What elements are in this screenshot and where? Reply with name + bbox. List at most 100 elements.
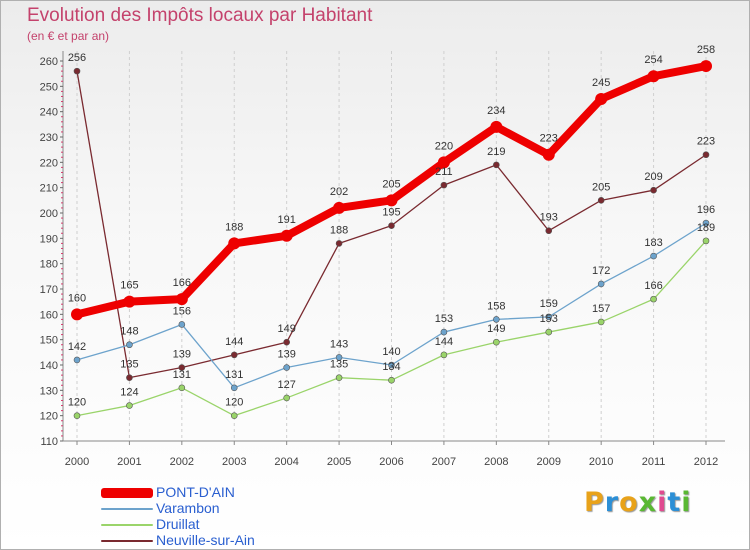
x-tick-label: 2010: [589, 456, 613, 468]
y-tick-label: 120: [40, 411, 58, 423]
legend-label: PONT-D'AIN: [156, 484, 235, 500]
logo-letter: o: [619, 487, 639, 518]
data-point: [335, 374, 343, 381]
data-label: 142: [68, 341, 86, 353]
y-tick-label: 200: [40, 208, 58, 220]
x-tick-label: 2006: [379, 456, 403, 468]
data-point: [545, 227, 553, 235]
data-label: 165: [120, 280, 138, 292]
data-point: [385, 194, 398, 207]
logo-letter: x: [638, 487, 658, 518]
data-label: 245: [592, 77, 610, 89]
chart-subtitle: (en € et par an): [27, 29, 110, 43]
data-label: 256: [68, 52, 86, 64]
legend-swatch: [101, 508, 153, 510]
data-point: [333, 201, 346, 214]
y-tick-label: 240: [40, 107, 58, 119]
data-point: [228, 237, 241, 250]
logo-letter: i: [657, 487, 668, 518]
data-point: [440, 351, 448, 359]
data-point: [126, 374, 133, 381]
data-label: 205: [382, 178, 400, 190]
data-label: 160: [68, 292, 86, 304]
data-label: 131: [173, 369, 191, 381]
x-tick-label: 2009: [537, 456, 561, 468]
x-tick-label: 2005: [327, 456, 351, 468]
legend-label: Druillat: [156, 516, 200, 532]
data-label: 139: [173, 349, 191, 361]
data-label: 219: [487, 146, 505, 158]
legend-swatch: [101, 540, 153, 542]
data-label: 149: [277, 323, 295, 335]
logo-letter: t: [667, 487, 682, 518]
data-point: [493, 316, 500, 323]
data-point: [123, 295, 136, 308]
data-label: 135: [120, 359, 138, 371]
data-label: 220: [435, 140, 453, 152]
data-label: 254: [644, 54, 662, 66]
data-point: [490, 120, 503, 133]
data-point: [545, 313, 553, 321]
data-label: 188: [330, 224, 348, 236]
data-point: [650, 186, 657, 194]
data-point: [388, 361, 395, 369]
data-point: [230, 384, 238, 392]
data-point: [230, 412, 238, 419]
data-label: 157: [592, 303, 610, 315]
data-label: 223: [540, 133, 558, 145]
data-label: 223: [697, 136, 715, 148]
data-label: 234: [487, 105, 505, 117]
data-point: [650, 252, 657, 260]
data-label: 159: [540, 298, 558, 310]
data-point: [71, 308, 83, 321]
data-label: 131: [225, 369, 243, 381]
data-label: 127: [277, 379, 295, 391]
data-point: [230, 351, 238, 359]
y-tick-label: 170: [40, 284, 58, 296]
data-point: [335, 354, 343, 361]
data-label: 196: [697, 204, 715, 216]
x-tick-label: 2012: [694, 456, 718, 468]
data-point: [73, 412, 81, 419]
data-label: 134: [382, 361, 400, 373]
data-label: 153: [435, 313, 453, 325]
data-point: [597, 318, 605, 326]
data-point: [493, 161, 500, 169]
data-point: [647, 70, 660, 83]
data-point: [545, 328, 553, 336]
x-tick-label: 2004: [274, 456, 298, 468]
data-point: [280, 229, 293, 242]
y-tick-label: 130: [40, 385, 58, 397]
y-tick-label: 150: [40, 335, 58, 347]
data-point: [597, 280, 605, 288]
chart-title: Evolution des Impôts locaux par Habitant: [27, 5, 373, 26]
data-point: [178, 384, 186, 392]
data-point: [126, 402, 133, 409]
data-label: 166: [173, 277, 191, 289]
proxiti-logo: Proxiti: [584, 487, 692, 518]
x-tick-label: 2011: [642, 456, 666, 468]
legend-label: Neuville-sur-Ain: [156, 532, 255, 548]
x-tick-label: 2000: [65, 456, 89, 468]
y-tick-label: 220: [40, 157, 58, 169]
data-point: [440, 181, 448, 189]
data-point: [73, 356, 81, 364]
y-tick-label: 180: [40, 259, 58, 271]
data-point: [440, 328, 448, 336]
data-label: 139: [277, 349, 295, 361]
data-label: 120: [225, 397, 243, 409]
x-tick-label: 2008: [484, 456, 508, 468]
data-label: 135: [330, 359, 348, 371]
data-point: [178, 364, 186, 371]
data-label: 205: [592, 181, 610, 193]
data-label: 144: [435, 336, 453, 348]
data-point: [283, 338, 290, 346]
data-label: 158: [487, 300, 505, 312]
legend-swatch: [101, 488, 153, 498]
y-tick-label: 260: [40, 56, 58, 68]
data-point: [388, 376, 395, 384]
data-label: 156: [173, 305, 191, 317]
data-point: [73, 67, 81, 75]
data-point: [493, 338, 500, 346]
